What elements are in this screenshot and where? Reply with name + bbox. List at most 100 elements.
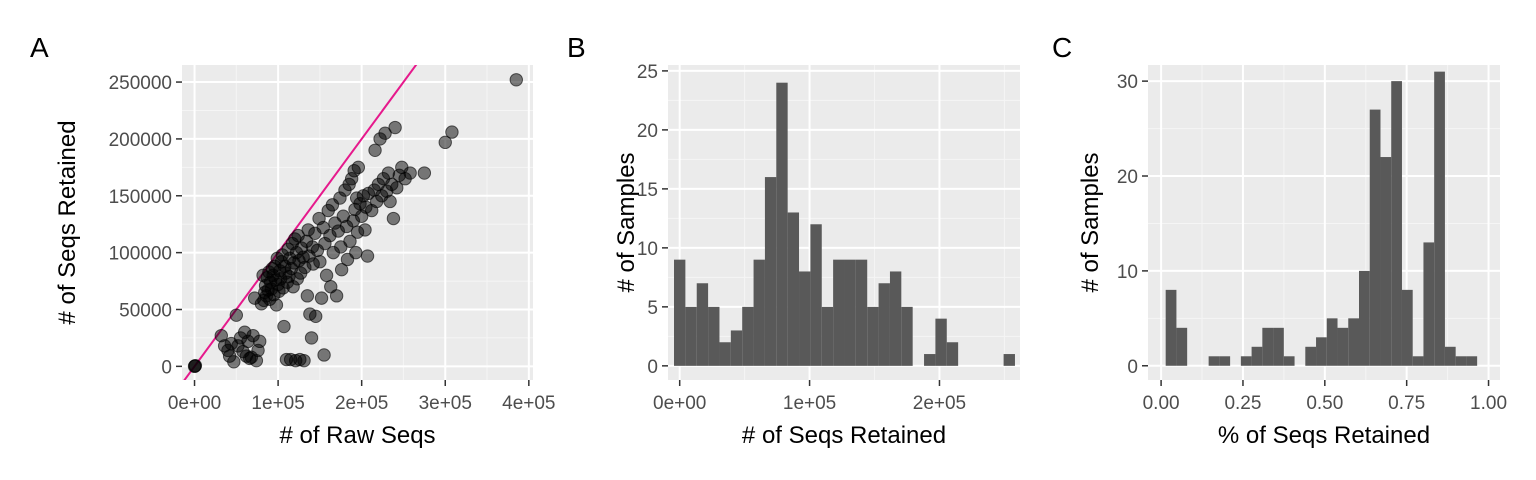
x-tick-label: 0.00 bbox=[1143, 393, 1180, 414]
y-tick-label: 50000 bbox=[119, 300, 172, 321]
data-point bbox=[313, 255, 327, 269]
data-point bbox=[309, 309, 323, 324]
x-tick-label: 4e+05 bbox=[502, 393, 555, 414]
data-point bbox=[509, 73, 523, 87]
data-point bbox=[229, 308, 244, 322]
histogram-bar bbox=[1359, 270, 1370, 366]
histogram-bar bbox=[776, 82, 788, 366]
x-tick-label: 1e+05 bbox=[251, 393, 304, 414]
histogram-bar bbox=[1348, 318, 1360, 366]
x-tick-label: 1e+05 bbox=[783, 393, 836, 414]
y-tick-label: 10 bbox=[637, 239, 658, 260]
panel-a: A 0e+00 1e+05 2e+05 3e+05 4e+05 0 50000 100000 15… bbox=[30, 32, 556, 449]
data-point bbox=[445, 125, 459, 139]
histogram-bar bbox=[1262, 327, 1274, 366]
histogram-bar bbox=[1273, 327, 1284, 366]
y-tick-label: 0 bbox=[1127, 357, 1138, 378]
data-point bbox=[386, 211, 401, 226]
histogram-bar bbox=[742, 306, 754, 366]
histogram-bar bbox=[833, 259, 845, 366]
data-point bbox=[383, 194, 397, 209]
plot-marks bbox=[183, 65, 523, 380]
y-tick-label: 5 bbox=[647, 298, 658, 319]
y-tick-label: 100000 bbox=[109, 244, 172, 265]
x-tick-label: 0e+00 bbox=[168, 393, 221, 414]
x-tick-label: 0e+00 bbox=[653, 393, 706, 414]
data-point bbox=[368, 143, 382, 157]
histogram-bar bbox=[946, 342, 959, 366]
plot-marks bbox=[1165, 71, 1478, 366]
histogram-bar bbox=[787, 212, 800, 366]
histogram-bar bbox=[1240, 356, 1252, 366]
x-axis-title: % of Seqs Retained bbox=[1218, 422, 1430, 449]
y-tick-label: 20 bbox=[637, 121, 658, 142]
y-axis-title: # of Samples bbox=[1077, 152, 1104, 292]
histogram-bar bbox=[753, 259, 765, 366]
x-tick-label: 3e+05 bbox=[419, 393, 472, 414]
histogram-bar bbox=[1466, 356, 1478, 366]
histogram-bar bbox=[1380, 157, 1392, 366]
x-tick-label: 2e+05 bbox=[913, 393, 966, 414]
x-tick-label: 1.00 bbox=[1470, 393, 1507, 414]
y-tick-label: 25 bbox=[637, 62, 658, 83]
histogram-bar bbox=[1305, 346, 1317, 366]
data-point bbox=[314, 291, 329, 305]
histogram-bar bbox=[1316, 337, 1327, 366]
histogram-bar bbox=[799, 271, 811, 366]
x-tick-label: 0.50 bbox=[1306, 393, 1343, 414]
panel-tag: C bbox=[1052, 32, 1072, 63]
data-point bbox=[390, 181, 404, 195]
histogram-bar bbox=[1326, 318, 1338, 366]
data-point bbox=[297, 353, 311, 368]
data-point bbox=[277, 319, 291, 334]
data-point bbox=[253, 334, 267, 349]
data-point bbox=[329, 289, 344, 303]
plot-marks bbox=[674, 82, 1015, 366]
x-tick-label: 2e+05 bbox=[335, 393, 388, 414]
histogram-bar bbox=[889, 271, 902, 366]
y-tick-label: 150000 bbox=[109, 187, 172, 208]
histogram-bar bbox=[685, 306, 697, 366]
data-point bbox=[319, 268, 334, 283]
x-tick-label: 0.25 bbox=[1224, 393, 1261, 414]
data-point bbox=[349, 245, 363, 260]
histogram-bar bbox=[1219, 356, 1231, 366]
data-point bbox=[417, 166, 432, 180]
histogram-bar bbox=[674, 259, 686, 366]
y-tick-label: 30 bbox=[1117, 72, 1138, 93]
panel-tag: A bbox=[30, 32, 49, 63]
histogram-bar bbox=[1444, 346, 1456, 366]
histogram-bar bbox=[855, 259, 868, 366]
histogram-bar bbox=[935, 318, 947, 366]
y-tick-label: 10 bbox=[1117, 262, 1138, 283]
y-tick-label: 15 bbox=[637, 180, 658, 201]
data-point bbox=[304, 331, 319, 345]
histogram-bar bbox=[821, 306, 834, 366]
histogram-bar bbox=[1165, 289, 1177, 366]
histogram-bar bbox=[1401, 289, 1413, 366]
histogram-bar bbox=[1176, 327, 1188, 366]
histogram-bar bbox=[696, 283, 709, 366]
histogram-bar bbox=[844, 259, 856, 366]
data-point bbox=[438, 135, 452, 150]
histogram-bar bbox=[719, 342, 731, 366]
histogram-bar bbox=[867, 306, 879, 366]
data-point bbox=[388, 120, 402, 135]
histogram-bar bbox=[901, 306, 913, 366]
histogram-bar bbox=[764, 177, 777, 366]
data-point bbox=[343, 234, 357, 248]
histogram-bar bbox=[1003, 354, 1015, 366]
data-point bbox=[351, 160, 366, 175]
data-point bbox=[334, 262, 349, 277]
histogram-bar bbox=[924, 354, 936, 366]
histogram-bar bbox=[1337, 327, 1349, 366]
histogram-bar bbox=[1423, 242, 1435, 366]
x-axis-title: # of Seqs Retained bbox=[742, 422, 946, 449]
histogram-bar bbox=[1208, 356, 1220, 366]
data-point bbox=[300, 289, 315, 303]
x-axis-title: # of Raw Seqs bbox=[279, 422, 435, 449]
data-point bbox=[188, 358, 203, 373]
y-tick-label: 20 bbox=[1117, 167, 1138, 188]
histogram-bar bbox=[1455, 356, 1467, 366]
